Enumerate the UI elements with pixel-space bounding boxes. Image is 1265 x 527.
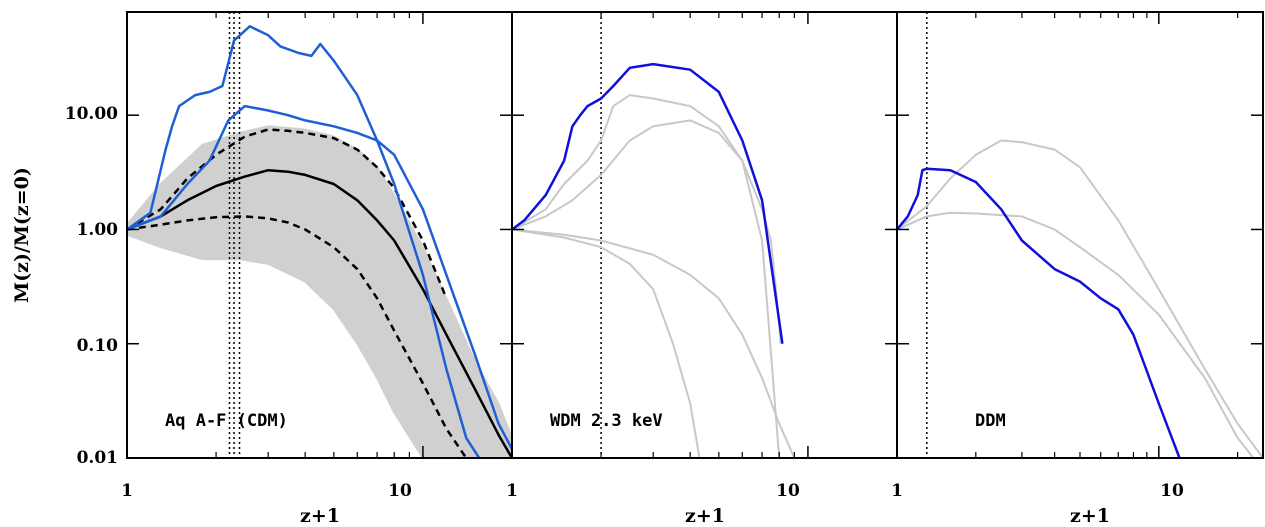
gray-halo-band [127,125,512,458]
panel-wdm: WDM 2.3 keV 1 10 z+1 [506,11,898,527]
plot-area [512,12,808,458]
panel-cdm: Aq A-F (CDM) 1 10 z+1 [121,11,513,527]
x-tick-label: 10 [1160,481,1184,501]
x-axis-label: z+1 [1070,505,1110,527]
black-dashed-series-line [127,128,448,299]
plot-area [897,12,1263,458]
y-axis-label: M(z)/M(z=0) [11,167,33,303]
panel-label: DDM [975,411,1006,431]
panel-label: Aq A-F (CDM) [165,411,288,431]
y-tick-label: 10.00 [65,104,118,124]
blue_cdm-solid-series-line [127,104,512,450]
x-tick-label: 10 [388,481,412,501]
panel-ddm: DDM 1 10 z+1 [891,11,1264,527]
blue-solid-series-line [897,167,1181,458]
gray-solid-series-line [897,139,1263,458]
blue_cdm-solid-series-line [127,25,481,458]
x-tick-label: 1 [121,481,133,501]
gray-solid-series-line [512,228,701,458]
y-tick-label: 0.10 [77,336,119,356]
x-tick-label: 10 [776,481,800,501]
gray-solid-series-line [512,94,782,344]
x-axis-label: z+1 [300,505,340,527]
y-tick-label: 1.00 [77,220,119,240]
gray-solid-series-line [512,228,808,458]
y-tick-label: 0.01 [77,448,118,468]
blue-solid-series-line [512,62,784,344]
plot-area [127,12,512,458]
y-axis: M(z)/M(z=0) 10.00 1.00 0.10 0.01 [11,104,118,468]
panel-frame [896,11,1264,459]
x-tick-label: 1 [891,481,903,501]
panel-label: WDM 2.3 keV [550,411,663,431]
black-solid-series-line [127,168,512,458]
gray-solid-series-line [897,211,1255,458]
x-axis-label: z+1 [685,505,725,527]
x-tick-label: 1 [506,481,518,501]
black-dashed-series-line [127,215,468,458]
gray-solid-series-line [512,119,781,458]
